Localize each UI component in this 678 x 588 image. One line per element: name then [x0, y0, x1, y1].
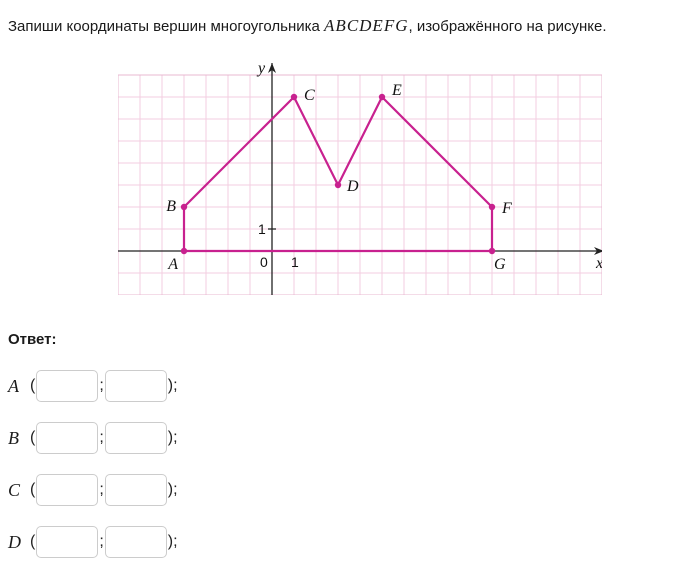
separator: ; [99, 533, 103, 551]
answer-row-c: C(;); [8, 474, 670, 506]
coord-y-input[interactable] [105, 370, 167, 402]
paren-open: ( [30, 429, 35, 447]
coord-y-input[interactable] [105, 526, 167, 558]
answer-row-b: B(;); [8, 422, 670, 454]
problem-statement: Запиши координаты вершин многоугольника … [8, 10, 670, 42]
svg-text:C: C [304, 87, 315, 104]
coord-y-input[interactable] [105, 422, 167, 454]
vertex-label: D [8, 532, 30, 553]
svg-text:1: 1 [291, 254, 299, 270]
problem-text-before: Запиши координаты вершин многоугольника [8, 18, 324, 35]
coord-x-input[interactable] [36, 422, 98, 454]
svg-text:A: A [167, 256, 178, 273]
svg-text:D: D [346, 178, 359, 195]
answer-label: Ответ: [8, 331, 670, 348]
paren-open: ( [30, 377, 35, 395]
paren-close: ); [168, 533, 178, 551]
separator: ; [99, 429, 103, 447]
svg-text:B: B [166, 198, 176, 215]
answer-row-a: A(;); [8, 370, 670, 402]
svg-text:1: 1 [258, 221, 266, 237]
paren-open: ( [30, 533, 35, 551]
paren-close: ); [168, 429, 178, 447]
answer-rows: A(;);B(;);C(;);D(;); [8, 370, 670, 558]
problem-text-after: , изображённого на рисунке. [408, 18, 606, 35]
vertex-label: C [8, 480, 30, 501]
coord-x-input[interactable] [36, 526, 98, 558]
svg-text:G: G [494, 256, 506, 273]
separator: ; [99, 377, 103, 395]
polygon-chart: y x 0 1 1 A B C D E F G [118, 58, 602, 295]
coord-x-input[interactable] [36, 474, 98, 506]
svg-text:x: x [595, 255, 602, 272]
answer-row-d: D(;); [8, 526, 670, 558]
svg-text:y: y [256, 60, 266, 77]
coord-y-input[interactable] [105, 474, 167, 506]
vertex-label: A [8, 376, 30, 397]
svg-text:E: E [391, 82, 402, 99]
paren-close: ); [168, 481, 178, 499]
polygon-name: ABCDEFG [324, 16, 408, 35]
separator: ; [99, 481, 103, 499]
paren-close: ); [168, 377, 178, 395]
coord-x-input[interactable] [36, 370, 98, 402]
svg-text:0: 0 [260, 254, 268, 270]
figure-container: y x 0 1 1 A B C D E F G [118, 58, 670, 295]
paren-open: ( [30, 481, 35, 499]
svg-text:F: F [501, 200, 512, 217]
vertex-label: B [8, 428, 30, 449]
